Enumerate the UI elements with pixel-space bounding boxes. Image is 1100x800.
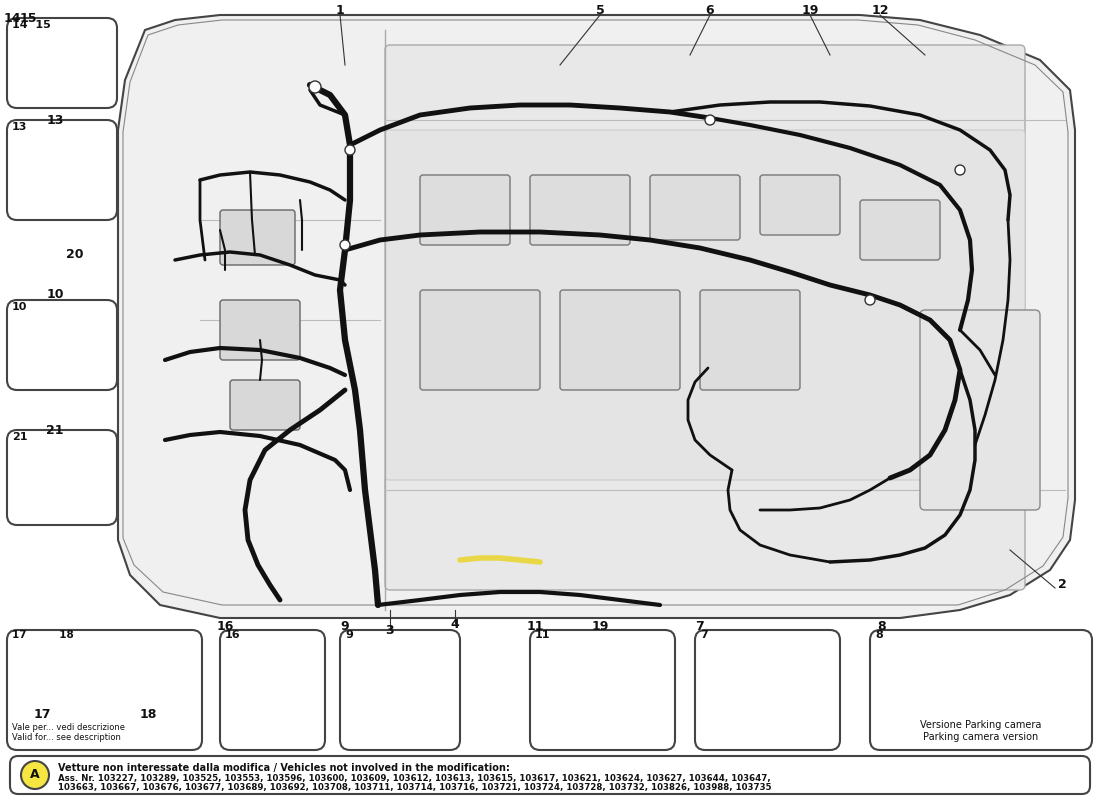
Text: 2: 2	[1057, 578, 1066, 591]
Text: Vetture non interessate dalla modifica / Vehicles not involved in the modificati: Vetture non interessate dalla modifica /…	[58, 763, 510, 773]
Text: 1: 1	[336, 3, 344, 17]
Circle shape	[705, 115, 715, 125]
Text: 21: 21	[46, 423, 64, 437]
FancyBboxPatch shape	[650, 175, 740, 240]
Text: 21: 21	[12, 432, 28, 442]
Circle shape	[865, 295, 874, 305]
Text: 103663, 103667, 103676, 103677, 103689, 103692, 103708, 103711, 103714, 103716, : 103663, 103667, 103676, 103677, 103689, …	[58, 783, 771, 792]
Text: 15: 15	[20, 11, 36, 25]
Text: 7: 7	[695, 619, 704, 633]
Text: 18: 18	[140, 707, 156, 721]
Text: 13: 13	[46, 114, 64, 126]
Text: 11: 11	[526, 619, 543, 633]
Text: 17: 17	[33, 707, 51, 721]
Text: 16: 16	[217, 619, 233, 633]
Text: A: A	[30, 769, 40, 782]
FancyBboxPatch shape	[230, 380, 300, 430]
FancyBboxPatch shape	[7, 18, 117, 108]
Text: 8: 8	[874, 630, 882, 640]
FancyBboxPatch shape	[530, 630, 675, 750]
Text: 14: 14	[3, 11, 21, 25]
Text: 17         18: 17 18	[12, 630, 74, 640]
Text: 7: 7	[700, 630, 707, 640]
Text: 10: 10	[46, 289, 64, 302]
Text: 3: 3	[386, 623, 394, 637]
Text: 13: 13	[12, 122, 28, 132]
Text: 20: 20	[66, 249, 84, 262]
Circle shape	[21, 761, 50, 789]
Text: 12: 12	[871, 3, 889, 17]
FancyBboxPatch shape	[860, 200, 940, 260]
Text: 8: 8	[878, 619, 887, 633]
FancyBboxPatch shape	[220, 210, 295, 265]
Text: 6: 6	[706, 3, 714, 17]
FancyBboxPatch shape	[385, 130, 1025, 480]
Text: 9: 9	[341, 619, 350, 633]
Circle shape	[345, 145, 355, 155]
FancyBboxPatch shape	[560, 290, 680, 390]
Text: 19: 19	[801, 3, 818, 17]
FancyBboxPatch shape	[385, 45, 1025, 590]
FancyBboxPatch shape	[920, 310, 1040, 510]
Text: Vale per... vedi descrizione
Valid for... see description: Vale per... vedi descrizione Valid for..…	[12, 722, 125, 742]
FancyBboxPatch shape	[220, 300, 300, 360]
FancyBboxPatch shape	[7, 120, 117, 220]
FancyBboxPatch shape	[10, 756, 1090, 794]
Text: 1985: 1985	[471, 283, 1089, 497]
FancyBboxPatch shape	[695, 630, 840, 750]
Text: 10: 10	[12, 302, 28, 312]
FancyBboxPatch shape	[530, 175, 630, 245]
Text: Versione Parking camera
Parking camera version: Versione Parking camera Parking camera v…	[921, 720, 1042, 742]
FancyBboxPatch shape	[7, 430, 117, 525]
FancyBboxPatch shape	[220, 630, 324, 750]
FancyBboxPatch shape	[700, 290, 800, 390]
FancyBboxPatch shape	[420, 290, 540, 390]
Text: 4: 4	[451, 618, 460, 631]
Text: 14  15: 14 15	[12, 20, 51, 30]
FancyBboxPatch shape	[870, 630, 1092, 750]
Polygon shape	[118, 15, 1075, 618]
Text: 19: 19	[592, 619, 608, 633]
Circle shape	[340, 240, 350, 250]
FancyBboxPatch shape	[340, 630, 460, 750]
Circle shape	[309, 81, 321, 93]
Text: Ass. Nr. 103227, 103289, 103525, 103553, 103596, 103600, 103609, 103612, 103613,: Ass. Nr. 103227, 103289, 103525, 103553,…	[58, 774, 771, 783]
FancyBboxPatch shape	[760, 175, 840, 235]
FancyBboxPatch shape	[420, 175, 510, 245]
FancyBboxPatch shape	[10, 762, 1090, 792]
Text: 9: 9	[345, 630, 353, 640]
Circle shape	[955, 165, 965, 175]
Text: 16: 16	[226, 630, 241, 640]
FancyBboxPatch shape	[7, 300, 117, 390]
FancyBboxPatch shape	[7, 630, 202, 750]
Text: 5: 5	[595, 3, 604, 17]
Text: 11: 11	[535, 630, 550, 640]
